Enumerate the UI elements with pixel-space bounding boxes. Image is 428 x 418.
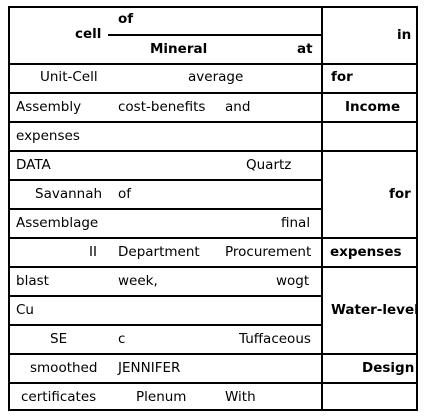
header-cell: cell — [75, 26, 102, 42]
cell-text: Cu — [16, 302, 34, 318]
cell-text: Unit-Cell — [40, 69, 98, 85]
cell-text: for — [331, 69, 353, 85]
cell-text: Assembly — [16, 99, 82, 115]
cell-text: certificates — [21, 389, 97, 405]
cell-text: average — [188, 69, 244, 85]
cell-text: Tuffaceous — [239, 331, 311, 347]
header-mid-rule — [108, 34, 322, 36]
column-rule — [321, 6, 323, 411]
row-rule — [8, 150, 418, 152]
cell-text: Assemblage — [16, 215, 99, 231]
row-rule — [8, 324, 322, 326]
cell-text: wogt — [276, 273, 310, 289]
row-rule — [8, 179, 322, 181]
row-rule — [8, 295, 322, 297]
header-mineral: Mineral — [150, 41, 208, 57]
row-rule — [8, 208, 322, 210]
cell-text: Quartz — [246, 157, 292, 173]
cell-text: of — [118, 186, 132, 202]
header-of: of — [118, 11, 134, 27]
cell-text: Department — [118, 244, 200, 260]
cell-text: smoothed — [30, 360, 98, 376]
cell-text: and — [225, 99, 251, 115]
cell-text: blast — [16, 273, 49, 289]
cell-text: expenses — [330, 244, 402, 260]
cell-text: final — [281, 215, 311, 231]
header-in: in — [397, 27, 412, 43]
cell-text: DATA — [16, 157, 51, 173]
cell-text: JENNIFER — [118, 360, 181, 376]
header-at: at — [297, 41, 313, 57]
cell-text: Savannah — [35, 186, 103, 202]
cell-text: Income — [345, 99, 401, 115]
row-rule — [8, 382, 418, 384]
cell-text: cost-benefits — [118, 99, 206, 115]
row-rule — [8, 353, 418, 355]
cell-text: expenses — [16, 128, 80, 144]
cell-text: With — [225, 389, 256, 405]
cell-text: SE — [50, 331, 68, 347]
cell-text: Design — [362, 360, 415, 376]
row-rule — [8, 121, 418, 123]
cell-text: II — [89, 244, 97, 260]
cell-text: Plenum — [136, 389, 187, 405]
cell-text: c — [118, 331, 126, 347]
row-rule — [8, 92, 418, 94]
cell-text: week, — [118, 273, 158, 289]
cell-text: Procurement — [225, 244, 312, 260]
cell-text: Water-level — [331, 302, 419, 318]
row-rule — [8, 237, 418, 239]
row-rule — [8, 266, 418, 268]
row-rule — [8, 63, 418, 65]
cell-text: for — [389, 186, 411, 202]
